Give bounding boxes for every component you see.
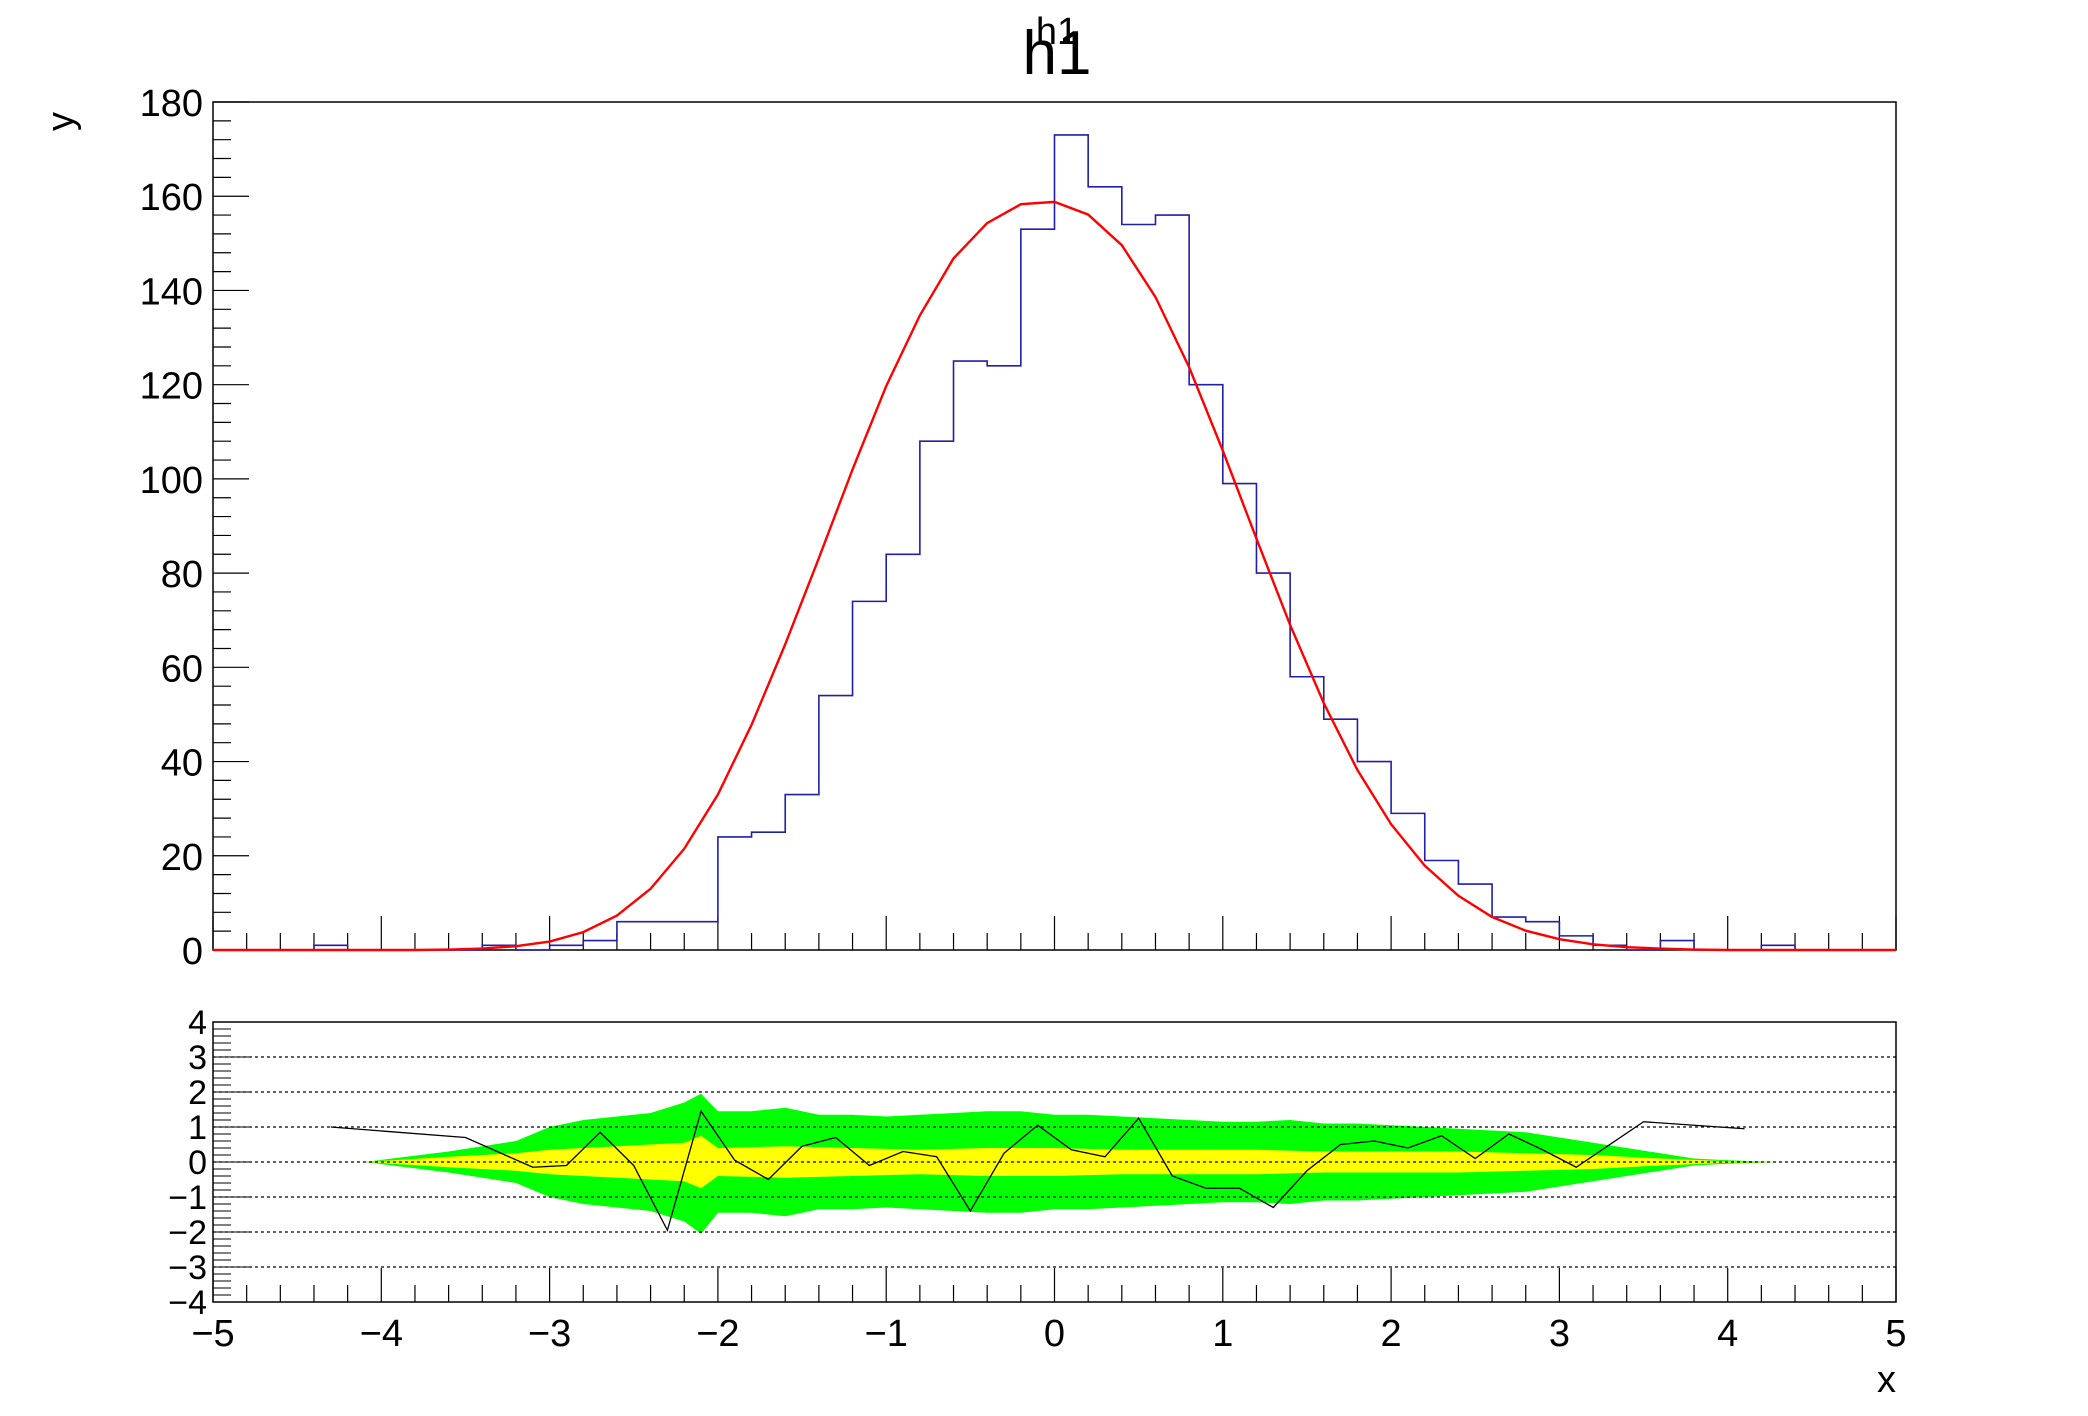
- upper-y-tick-label: 180: [140, 83, 203, 125]
- upper-y-tick-labels: 0 20 40 60 80 100 120 140 160 180: [140, 83, 203, 973]
- upper-y-tick-label: 80: [161, 554, 203, 596]
- lower-y-tick-label: 1: [188, 1109, 207, 1147]
- x-tick-label: 4: [1717, 1313, 1738, 1355]
- histogram: [213, 134, 1896, 951]
- x-axis-label: x: [1877, 1359, 1896, 1401]
- x-tick-label: −4: [360, 1313, 403, 1355]
- upper-y-tick-label: 0: [182, 931, 203, 973]
- fit-curve: [213, 200, 1896, 952]
- lower-y-tick-label: −2: [168, 1214, 207, 1252]
- upper-histogram-pad: 0 20 40 60 80 100 120 140 160 180 y: [40, 83, 1897, 973]
- lower-y-tick-label: 2: [188, 1074, 207, 1112]
- lower-y-tick-label: 3: [188, 1039, 207, 1077]
- x-tick-label: −3: [528, 1313, 571, 1355]
- confidence-bands: [364, 1093, 1779, 1234]
- upper-y-tick-label: 140: [140, 271, 203, 313]
- x-tick-label: 5: [1885, 1313, 1906, 1355]
- gaussian-fit-line: [213, 200, 1896, 952]
- chart-title: h1: [1023, 19, 1092, 88]
- upper-y-tick-label: 160: [140, 177, 203, 219]
- lower-y-tick-label: −3: [168, 1249, 207, 1287]
- upper-y-tick-label: 60: [161, 648, 203, 690]
- lower-y-tick-label: 0: [188, 1144, 207, 1182]
- x-tick-label: 0: [1044, 1313, 1065, 1355]
- residual-polyline: [330, 1109, 1745, 1233]
- lower-axis-ticks: [212, 1021, 1897, 1303]
- upper-y-tick-label: 20: [161, 837, 203, 879]
- lower-y-tick-label: 4: [188, 1004, 207, 1042]
- upper-y-tick-label: 120: [140, 366, 203, 408]
- residual-gridlines: [213, 1056, 1896, 1268]
- residual-line: [330, 1109, 1745, 1233]
- histogram-steps: [213, 134, 1896, 951]
- upper-y-tick-label: 100: [140, 460, 203, 502]
- y-axis-label: y: [40, 112, 82, 131]
- x-tick-label: −1: [865, 1313, 908, 1355]
- x-tick-label: 2: [1381, 1313, 1402, 1355]
- lower-y-tick-label: −4: [168, 1284, 207, 1322]
- x-tick-label: −2: [696, 1313, 739, 1355]
- x-tick-label: 3: [1549, 1313, 1570, 1355]
- x-tick-labels: −5 −4 −3 −2 −1 0 1 2 3 4 5: [191, 1313, 1906, 1355]
- x-tick-label: −5: [191, 1313, 234, 1355]
- chart-title-small: h1: [1036, 11, 1078, 53]
- x-tick-label: 1: [1212, 1313, 1233, 1355]
- lower-y-tick-label: −1: [168, 1179, 207, 1217]
- upper-y-tick-label: 40: [161, 743, 203, 785]
